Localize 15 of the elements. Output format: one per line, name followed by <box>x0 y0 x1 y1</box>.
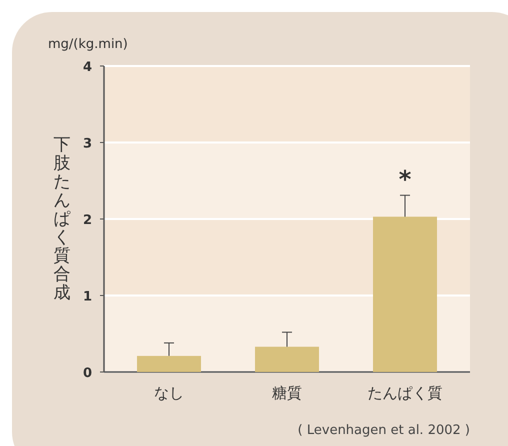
y-tick-label: 1 <box>82 290 92 304</box>
y-tick-label: 2 <box>82 213 92 228</box>
annotation: * <box>398 165 412 194</box>
y-tick-label: 4 <box>82 60 92 75</box>
x-tick-label: なし <box>154 384 184 402</box>
bar <box>255 346 319 372</box>
bar <box>373 216 437 372</box>
y-tick-label: 0 <box>82 366 92 381</box>
bar <box>137 356 201 372</box>
x-tick-label: たんぱく質 <box>368 384 442 402</box>
text: 下肢たんぱく質合成 <box>54 134 70 303</box>
chart-subtitle: mg/(kg.min) <box>48 37 128 52</box>
y-tick-label: 3 <box>82 136 92 152</box>
text: ( Levenhagen et al. 2002 ) <box>298 423 470 438</box>
x-tick-label: 糖質 <box>272 384 302 402</box>
